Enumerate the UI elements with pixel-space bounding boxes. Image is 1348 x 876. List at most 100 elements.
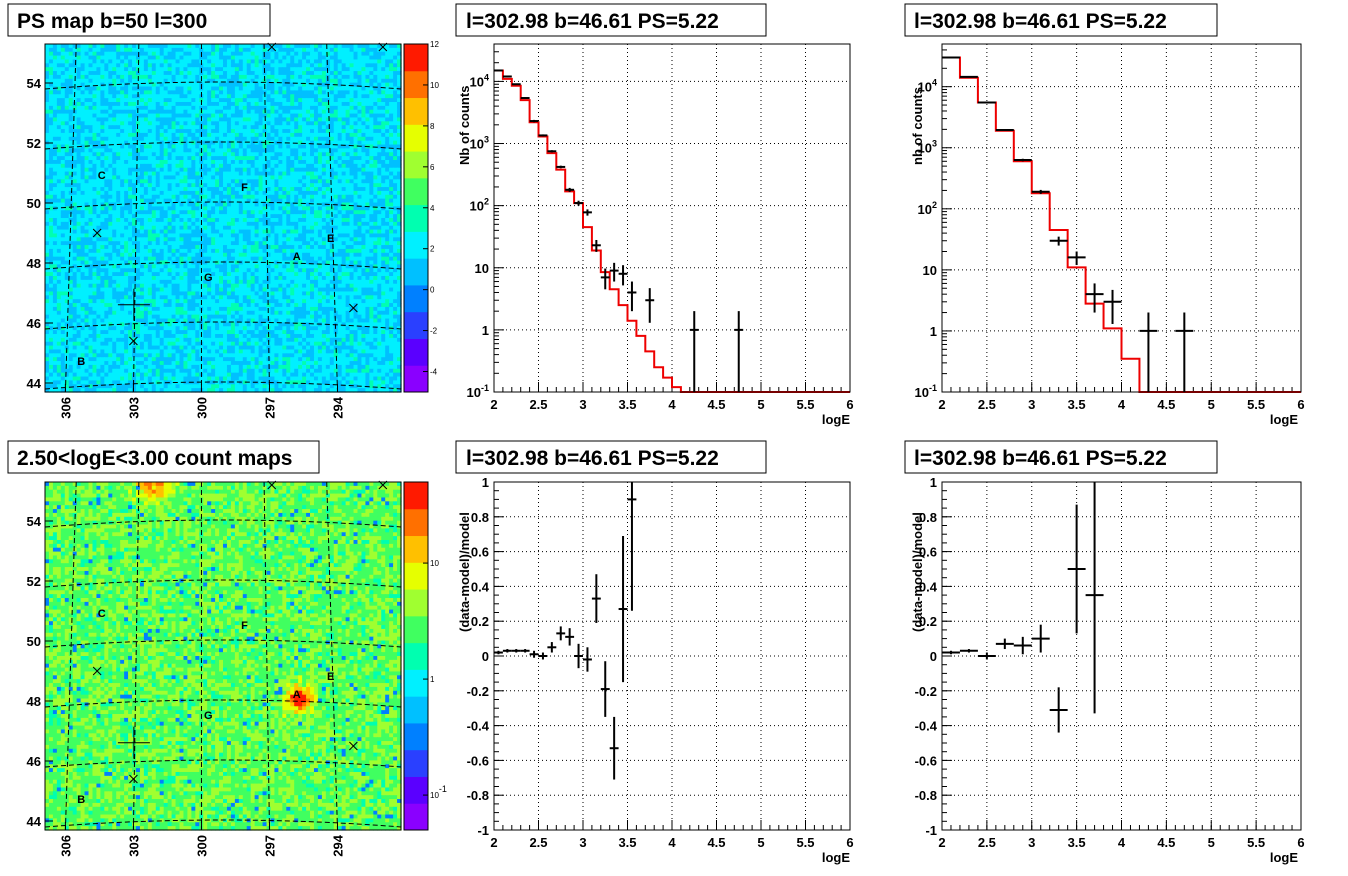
heatmap-cell xyxy=(310,206,315,211)
heatmap-cell xyxy=(306,113,311,119)
heatmap-cell xyxy=(242,175,248,180)
heatmap-cell xyxy=(80,105,86,111)
heatmap-cell xyxy=(104,156,109,161)
heatmap-cell xyxy=(242,237,248,242)
heatmap-cell xyxy=(64,144,70,149)
heatmap-cell xyxy=(317,117,323,122)
heatmap-cell xyxy=(92,206,98,211)
heatmap-cell xyxy=(278,121,283,126)
heatmap-cell xyxy=(294,63,299,68)
heatmap-cell xyxy=(124,113,129,119)
heatmap-cell xyxy=(72,245,78,250)
heatmap-cell xyxy=(325,248,331,254)
heatmap-cell xyxy=(167,109,173,115)
heatmap-cell xyxy=(203,90,208,95)
heatmap-cell xyxy=(100,187,105,192)
heatmap-cell xyxy=(310,47,315,53)
heatmap-cell xyxy=(92,82,98,88)
heatmap-cell xyxy=(250,187,256,192)
heatmap-cell xyxy=(171,233,177,238)
heatmap-cell xyxy=(389,245,394,250)
heatmap-cell xyxy=(52,214,58,219)
heatmap-cell xyxy=(238,67,244,72)
heatmap-cell xyxy=(159,136,165,142)
heatmap-cell xyxy=(159,140,165,146)
heatmap-cell xyxy=(317,152,323,157)
heatmap-cell xyxy=(96,175,101,180)
heatmap-cell xyxy=(341,109,347,115)
heatmap-cell xyxy=(183,202,188,207)
heatmap-cell xyxy=(76,121,82,126)
heatmap-cell xyxy=(230,71,236,76)
heatmap-cell xyxy=(143,148,149,153)
heatmap-cell xyxy=(92,121,98,126)
heatmap-cell xyxy=(365,187,370,192)
heatmap-cell xyxy=(353,179,359,184)
heatmap-cell xyxy=(60,51,66,57)
heatmap-cell xyxy=(353,98,359,103)
heatmap-cell xyxy=(171,71,177,76)
heatmap-cell xyxy=(199,129,204,134)
heatmap-cell xyxy=(381,59,386,64)
heatmap-cell xyxy=(286,252,291,258)
heatmap-cell xyxy=(230,179,236,184)
heatmap-cell xyxy=(250,94,256,99)
heatmap-cell xyxy=(72,129,78,134)
heatmap-cell xyxy=(68,59,74,64)
heatmap-cell xyxy=(199,136,204,142)
heatmap-cell xyxy=(274,71,279,76)
heatmap-cell xyxy=(163,248,169,254)
heatmap-cell xyxy=(290,98,295,103)
heatmap-cell xyxy=(163,218,169,223)
heatmap-cell xyxy=(76,71,82,76)
heatmap-cell xyxy=(163,94,169,99)
heatmap-cell xyxy=(191,94,196,99)
heatmap-cell xyxy=(72,98,78,103)
heatmap-cell xyxy=(171,86,177,91)
heatmap-cell xyxy=(171,44,177,49)
heatmap-cell xyxy=(48,237,54,242)
heatmap-cell xyxy=(381,183,386,188)
heatmap-cell xyxy=(377,171,382,177)
heatmap-cell xyxy=(302,82,307,88)
heatmap-cell xyxy=(96,47,101,53)
heatmap-cell xyxy=(96,190,101,196)
heatmap-cell xyxy=(60,86,66,91)
heatmap-cell xyxy=(365,51,370,57)
heatmap-cell xyxy=(361,229,366,235)
heatmap-cell xyxy=(278,218,283,223)
heatmap-cell xyxy=(68,237,74,242)
heatmap-cell xyxy=(92,44,98,49)
heatmap-cell xyxy=(349,171,355,177)
heatmap-cell xyxy=(128,121,133,126)
heatmap-cell xyxy=(187,55,192,61)
heatmap-cell xyxy=(211,90,216,95)
heatmap-cell xyxy=(294,218,299,223)
heatmap-cell xyxy=(60,148,66,153)
heatmap-cell xyxy=(52,175,58,180)
heatmap-cell xyxy=(238,121,244,126)
heatmap-cell xyxy=(333,109,339,115)
heatmap-cell xyxy=(128,63,133,68)
heatmap-cell xyxy=(159,86,165,91)
heatmap-cell xyxy=(270,175,276,180)
heatmap-cell xyxy=(100,78,105,84)
heatmap-cell xyxy=(64,233,70,238)
heatmap-cell xyxy=(266,148,272,153)
heatmap-cell xyxy=(246,233,252,238)
heatmap-cell xyxy=(389,156,394,161)
heatmap-cell xyxy=(195,102,200,107)
heatmap-cell xyxy=(238,175,244,180)
heatmap-cell xyxy=(120,90,125,95)
heatmap-cell xyxy=(313,163,319,169)
heatmap-cell xyxy=(207,171,212,177)
heatmap-cell xyxy=(294,121,299,126)
heatmap-cell xyxy=(373,59,378,64)
heatmap-cell xyxy=(238,163,244,169)
heatmap-cell xyxy=(60,44,66,49)
heatmap-cell xyxy=(139,221,145,227)
heatmap-cell xyxy=(187,98,192,103)
heatmap-cell xyxy=(246,210,252,215)
heatmap-cell xyxy=(116,194,121,200)
heatmap-cell xyxy=(76,245,82,250)
